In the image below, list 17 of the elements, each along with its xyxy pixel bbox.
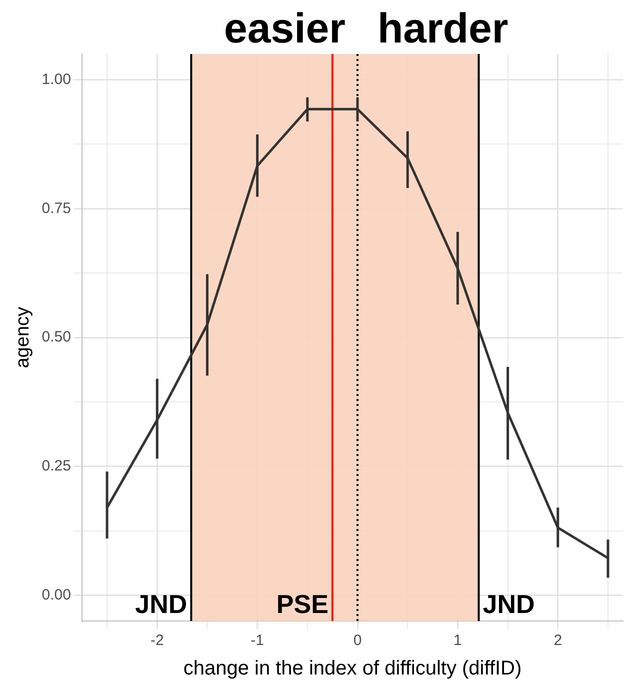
x-axis-title: change in the index of difficulty (diffID) [183, 658, 522, 680]
text: easier [224, 4, 346, 52]
y-tick-label: 1.00 [42, 70, 71, 88]
x-tick-label: 2 [554, 632, 562, 650]
y-axis-title: agency [12, 306, 34, 368]
ref-line-label: PSE [276, 589, 328, 620]
y-tick-label: 0.50 [42, 328, 71, 346]
x-tick-label: -1 [250, 632, 264, 650]
ref-line-label: JND [482, 589, 535, 620]
x-tick-label: 1 [454, 632, 462, 650]
y-tick-label: 0.75 [42, 200, 71, 217]
y-tick-label: 0.25 [42, 458, 71, 475]
ref-line-label: JND [135, 589, 188, 620]
y-tick-label: 0.00 [42, 586, 71, 604]
text: harder [378, 4, 508, 52]
x-tick-label: -2 [150, 632, 164, 650]
x-tick-label: 0 [353, 632, 362, 650]
